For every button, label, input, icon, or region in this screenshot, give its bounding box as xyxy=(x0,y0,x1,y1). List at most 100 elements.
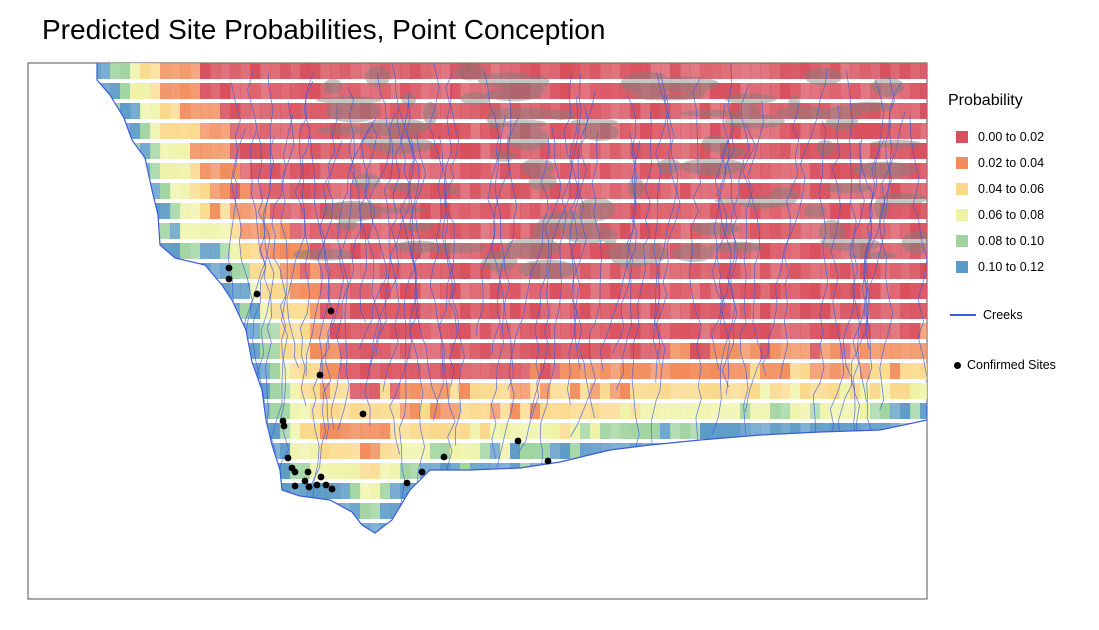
grid-cell xyxy=(920,123,931,139)
grid-cell xyxy=(800,163,811,179)
grid-cell xyxy=(180,203,191,219)
grid-cell xyxy=(410,423,421,439)
grid-cell xyxy=(490,383,501,399)
grid-cell xyxy=(860,403,871,419)
grid-cell xyxy=(480,203,491,219)
grid-cell xyxy=(470,223,481,239)
grid-cell xyxy=(910,103,921,119)
grid-cell xyxy=(480,443,491,459)
grid-cell xyxy=(160,63,171,79)
grid-cell xyxy=(200,63,211,79)
grid-cell xyxy=(540,403,551,419)
terrain-patch xyxy=(521,158,554,177)
grid-cell xyxy=(800,403,811,419)
grid-cell xyxy=(180,63,191,79)
grid-cell xyxy=(780,343,791,359)
grid-cell xyxy=(320,63,331,79)
grid-cell xyxy=(230,63,241,79)
grid-cell xyxy=(870,323,881,339)
grid-cell xyxy=(220,103,231,119)
grid-cell xyxy=(580,83,591,99)
grid-cell xyxy=(150,63,161,79)
grid-cell xyxy=(900,323,911,339)
grid-cell xyxy=(800,183,811,199)
grid-cell xyxy=(350,143,361,159)
grid-cell xyxy=(620,103,631,119)
grid-cell xyxy=(540,383,551,399)
grid-cell xyxy=(220,83,231,99)
grid-cell xyxy=(700,363,711,379)
legend-item-2: 0.04 to 0.06 xyxy=(948,176,1088,202)
grid-cell xyxy=(200,203,211,219)
grid-cell xyxy=(380,383,391,399)
grid-cell xyxy=(710,383,721,399)
site-marker xyxy=(328,308,335,315)
grid-cell xyxy=(890,343,901,359)
grid-cell xyxy=(450,363,461,379)
grid-cell xyxy=(410,443,421,459)
grid-cell xyxy=(270,243,281,259)
grid-cell xyxy=(330,423,341,439)
grid-cell xyxy=(240,203,251,219)
grid-cell xyxy=(920,83,931,99)
grid-cell xyxy=(260,303,271,319)
grid-cell xyxy=(650,143,661,159)
grid-cell xyxy=(520,223,531,239)
grid-cell xyxy=(350,323,361,339)
grid-cell xyxy=(430,203,441,219)
grid-cell xyxy=(650,383,661,399)
grid-cell xyxy=(350,483,361,499)
grid-cell xyxy=(360,343,371,359)
grid-cell xyxy=(190,83,201,99)
grid-cell xyxy=(730,383,741,399)
grid-cell xyxy=(110,63,121,79)
grid-cell xyxy=(620,223,631,239)
terrain-patch xyxy=(681,110,743,117)
grid-cell xyxy=(370,403,381,419)
grid-cell xyxy=(910,403,921,419)
grid-cell xyxy=(350,363,361,379)
grid-cell xyxy=(280,243,291,259)
grid-cell xyxy=(560,63,571,79)
grid-cell xyxy=(840,303,851,319)
grid-cell xyxy=(270,403,281,419)
grid-cell xyxy=(760,223,771,239)
grid-cell xyxy=(410,63,421,79)
grid-cell xyxy=(590,303,601,319)
grid-cell xyxy=(460,323,471,339)
grid-cell xyxy=(640,323,651,339)
grid-cell xyxy=(590,103,601,119)
grid-cell xyxy=(550,283,561,299)
grid-cell xyxy=(500,443,511,459)
grid-cell xyxy=(470,343,481,359)
grid-cell xyxy=(290,403,301,419)
site-marker xyxy=(360,411,367,418)
grid-cell xyxy=(390,363,401,379)
grid-cell xyxy=(180,143,191,159)
grid-cell xyxy=(610,103,621,119)
grid-cell xyxy=(330,323,341,339)
grid-cell xyxy=(770,283,781,299)
grid-cell xyxy=(330,63,341,79)
grid-cell xyxy=(210,103,221,119)
grid-cell xyxy=(370,503,381,519)
legend-swatch-4 xyxy=(956,235,968,247)
grid-cell xyxy=(390,103,401,119)
grid-cell xyxy=(270,343,281,359)
grid-cell xyxy=(600,323,611,339)
grid-cell xyxy=(560,243,571,259)
grid-cell xyxy=(470,183,481,199)
grid-cell xyxy=(190,183,201,199)
grid-cell xyxy=(910,123,921,139)
legend: Probability 0.00 to 0.02 0.02 to 0.04 0.… xyxy=(948,92,1088,378)
grid-cell xyxy=(290,383,301,399)
grid-cell xyxy=(150,103,161,119)
terrain-patch xyxy=(603,249,637,255)
grid-cell xyxy=(870,63,881,79)
legend-swatch-3 xyxy=(956,209,968,221)
grid-cell xyxy=(490,363,501,379)
grid-cell xyxy=(240,103,251,119)
grid-cell xyxy=(210,123,221,139)
site-marker xyxy=(441,454,448,461)
